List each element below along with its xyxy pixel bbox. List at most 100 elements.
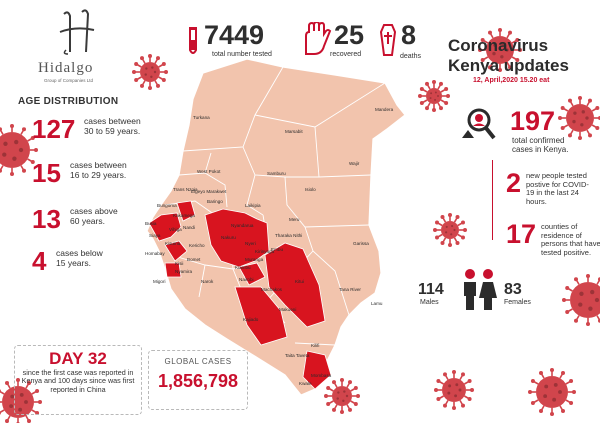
highlighted-counties — [148, 200, 332, 390]
county-label-trans-nzoia: Trans Nzoia — [173, 187, 198, 192]
counties-value: 17 — [506, 219, 537, 249]
age-group-text: cases between 16 to 29 years. — [70, 160, 127, 180]
county-label-nandi: Nandi — [183, 225, 195, 230]
county-label-homabay: Homabay — [145, 251, 165, 256]
gender-stat: 114 Males 83 Females — [418, 268, 598, 312]
county-label-kitui: Kitui — [295, 279, 304, 284]
county-central-block — [204, 208, 270, 268]
logo-name: Hidalgo — [38, 60, 94, 76]
county-label-kisumu: Kisumu — [165, 241, 181, 246]
county-label-meru: Meru — [289, 217, 300, 222]
county-label-elgeyo: Elgeyo Marakwet — [191, 189, 227, 194]
county-label-kericho: Kericho — [189, 243, 205, 248]
virus-icon — [528, 368, 576, 416]
county-label-laikipia: Laikipia — [245, 203, 261, 208]
county-label-marsabit: Marsabit — [285, 129, 303, 134]
males-label: Males — [420, 299, 439, 306]
virus-icon — [562, 274, 600, 326]
virus-icon — [132, 54, 168, 90]
hidalgo-logo: Hidalgo Group of Companies Ltd — [32, 8, 122, 88]
virus-icon — [478, 28, 522, 72]
counties-stat: 17 counties of residence of persons that… — [506, 221, 600, 265]
county-label-kisii: Kisii — [175, 261, 183, 266]
new-positive-stat: 2 new people tested postive for COVID-19… — [506, 170, 600, 220]
age-group-value: 127 — [32, 114, 76, 144]
title-line-1: Coronavirus — [448, 36, 549, 55]
county-label-turkana: Turkana — [193, 115, 210, 120]
age-group-above-60: 13 cases above 60 years. — [32, 204, 172, 238]
county-label-kiambu: Kiambu — [235, 265, 251, 270]
title-line-2: Kenya updates — [448, 55, 569, 75]
county-kisii — [164, 262, 182, 278]
county-label-bomet: Bomet — [187, 257, 201, 262]
females-value: 83 — [504, 281, 522, 298]
virus-icon — [433, 213, 467, 247]
county-label-machakos: Machakos — [261, 287, 283, 292]
male-female-icon — [464, 269, 497, 310]
county-label-narok: Narok — [201, 279, 214, 284]
county-label-bungoma: Bungoma — [157, 203, 177, 208]
virus-icon — [434, 370, 474, 410]
county-label-lamu: Lamu — [371, 301, 383, 306]
virus-icon — [0, 124, 38, 176]
hidalgo-logo-mark — [59, 9, 95, 55]
county-kiambu — [238, 262, 266, 286]
day-title: DAY 32 — [49, 349, 107, 368]
county-label-busia: Busia — [145, 221, 157, 226]
county-label-embu: Embu — [271, 247, 283, 252]
age-group-text: cases between 30 to 59 years. — [84, 116, 141, 136]
county-label-kakamega: Kakamega — [173, 213, 195, 218]
global-cases-label: GLOBAL CASES — [164, 357, 232, 366]
county-label-nairobi: Nairobi — [239, 277, 254, 282]
county-kajiado — [234, 286, 288, 346]
county-label-samburu: Samburu — [267, 171, 286, 176]
age-group-value: 4 — [32, 246, 47, 276]
county-label-kwale: Kwale — [299, 381, 312, 386]
county-label-muranga: Muranga — [245, 257, 264, 262]
county-label-mombasa: Mombasa — [311, 373, 332, 378]
county-label-tana-river: Tana River — [339, 287, 361, 292]
county-kisumu — [164, 240, 188, 262]
vertical-divider — [492, 160, 493, 240]
age-group-value: 13 — [32, 204, 61, 234]
confirmed-text: total confirmed cases in Kenya. — [512, 136, 569, 155]
age-group-below-15: 4 cases below 15 years. — [32, 246, 172, 280]
recovered-value: 25 — [334, 20, 365, 50]
age-group-16-29: 15 cases between 16 to 29 years. — [32, 158, 172, 192]
deaths-label: deaths — [400, 53, 422, 60]
tested-value: 7449 — [204, 20, 265, 50]
county-label-nyamira: Nyamira — [175, 269, 193, 274]
county-label-isiolo: Isiolo — [305, 187, 316, 192]
county-label-wajir: Wajir — [349, 161, 360, 166]
new-positive-value: 2 — [506, 168, 522, 198]
kenya-county-map: Mandera Turkana Marsabit Wajir Samburu Isiolo… — [145, 58, 406, 396]
logo-tagline: Group of Companies Ltd — [44, 78, 94, 83]
tested-label: total number tested — [212, 51, 272, 58]
county-label-siaya: Siaya — [149, 233, 161, 238]
counties-text: counties of residence of persons that ha… — [541, 222, 600, 257]
day-counter-box: DAY 32 since the first case was reported… — [14, 345, 142, 415]
county-mombasa-kilifi — [302, 350, 332, 390]
county-label-nyandarua: Nyandarua — [231, 223, 254, 228]
global-cases-value: 1,856,798 — [157, 371, 239, 391]
virus-icon — [558, 96, 600, 140]
county-label-kirinyaga: Kirinyaga — [255, 249, 275, 254]
coffin-icon — [380, 24, 396, 56]
county-western-cluster — [148, 212, 182, 242]
deaths-stat: 8 deaths — [380, 22, 435, 62]
age-group-text: cases below 15 years. — [56, 248, 103, 268]
virus-icon — [418, 80, 450, 112]
females-label: Females — [504, 299, 531, 306]
global-cases-box: GLOBAL CASES 1,856,798 — [148, 350, 248, 410]
county-labels: Mandera Turkana Marsabit Wajir Samburu Isiolo… — [145, 107, 394, 386]
update-date: 12, April,2020 15.20 eat — [473, 77, 550, 85]
recovered-label: recovered — [330, 51, 362, 58]
age-distribution: AGE DISTRIBUTION 127 cases between 30 to… — [18, 96, 168, 286]
county-label-makueni: Makueni — [279, 307, 296, 312]
confirmed-value: 197 — [510, 106, 556, 136]
age-distribution-title: AGE DISTRIBUTION — [18, 96, 119, 107]
county-label-kilifi: Kilifi — [311, 343, 319, 348]
county-label-nyeri: Nyeri — [245, 241, 256, 246]
county-label-tharaka: Tharaka Nithi — [275, 233, 302, 238]
